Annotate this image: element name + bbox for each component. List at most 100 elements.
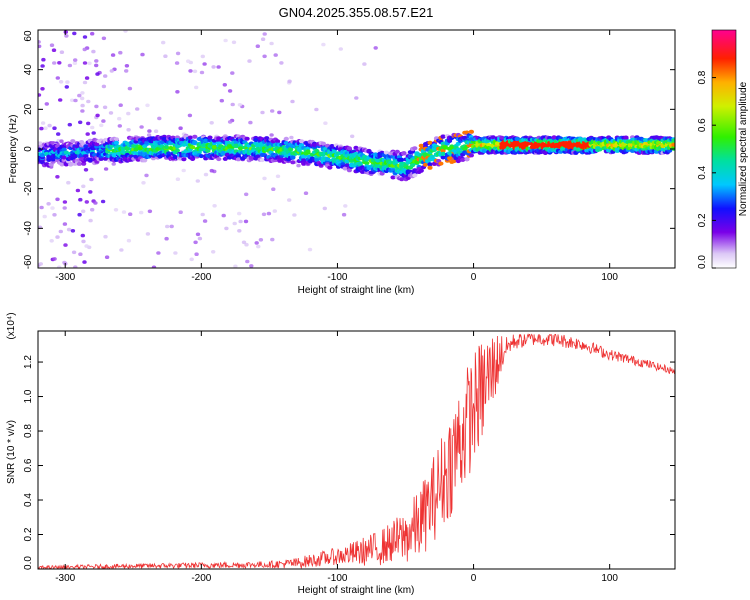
noise-cell <box>57 265 62 268</box>
noise-cell <box>95 72 100 76</box>
noise-cell <box>70 229 76 233</box>
noise-cell <box>104 255 110 259</box>
noise-cell <box>287 79 292 84</box>
noise-cell <box>247 59 252 63</box>
band-cell <box>235 157 241 162</box>
y-tick-label: -60 <box>23 254 34 269</box>
noise-cell <box>82 260 87 264</box>
band-cell <box>427 162 433 167</box>
noise-cell <box>85 132 90 136</box>
x-tick-label: -200 <box>191 573 211 584</box>
noise-cell <box>67 122 73 127</box>
band-cell <box>235 154 241 159</box>
noise-cell <box>153 129 159 133</box>
noise-cell <box>187 113 193 118</box>
noise-cell <box>63 243 68 247</box>
noise-cell <box>77 93 82 98</box>
band-cell <box>423 162 429 167</box>
noise-cell <box>84 76 90 80</box>
noise-cell <box>260 110 265 115</box>
snr-y-ticks: 0.0 0.2 0.4 0.6 0.8 1.0 1.2 <box>23 355 675 570</box>
noise-cell <box>52 257 57 261</box>
noise-cell <box>55 235 60 239</box>
noise-cell <box>99 123 104 128</box>
band-cell <box>346 146 352 151</box>
noise-cell <box>209 168 214 173</box>
band-cell <box>464 157 470 162</box>
noise-cell <box>175 90 180 94</box>
noise-cell <box>62 206 67 210</box>
noise-cell <box>141 181 146 185</box>
noise-cell <box>72 61 78 65</box>
noise-cell <box>58 98 63 102</box>
band-cell <box>401 151 407 156</box>
band-cell <box>253 138 259 143</box>
noise-cell <box>163 54 168 58</box>
band-cell <box>486 143 492 147</box>
band-cell <box>364 161 370 166</box>
y-tick-label: 0.6 <box>23 458 34 472</box>
band-cell <box>494 141 501 146</box>
noise-cell <box>59 50 65 54</box>
band-cell <box>468 129 474 134</box>
band-cell <box>222 156 228 161</box>
noise-cell <box>197 236 203 241</box>
noise-cell <box>86 121 91 126</box>
band-cell <box>211 145 217 149</box>
noise-cell <box>47 123 52 128</box>
band-cell <box>59 162 65 167</box>
band-cell <box>394 149 400 154</box>
noise-cell <box>262 54 267 59</box>
noise-cell <box>178 210 183 214</box>
noise-cell <box>78 252 83 256</box>
band-cell <box>399 157 405 162</box>
band-cell <box>342 166 348 171</box>
band-cell <box>142 158 148 163</box>
band-cell <box>331 149 337 154</box>
noise-cell <box>343 204 348 208</box>
noise-cell <box>140 52 145 57</box>
y-tick-label: 0.0 <box>23 556 34 570</box>
colorbar: 0.0 0.2 0.4 0.6 0.8 Normalized spectral ampl… <box>697 29 749 269</box>
noise-cell <box>58 229 63 234</box>
noise-cell <box>256 244 261 249</box>
band-cell <box>70 139 76 144</box>
noise-cell <box>270 237 275 242</box>
noise-cell <box>88 190 93 194</box>
band-cell <box>111 152 117 157</box>
noise-cell <box>108 111 114 115</box>
noise-cell <box>38 93 42 97</box>
noise-cell <box>303 191 309 195</box>
noise-cell <box>244 192 249 197</box>
noise-cell <box>126 238 132 243</box>
band-cell <box>233 140 239 145</box>
noise-cell <box>52 213 57 217</box>
noise-cell <box>146 133 152 137</box>
noise-cell <box>80 233 86 238</box>
noise-cell <box>57 61 62 65</box>
colorbar-tick-label: 0.0 <box>697 255 708 269</box>
band-cell <box>305 149 311 154</box>
noise-cell <box>237 103 243 107</box>
band-cell <box>499 135 505 140</box>
band-cell <box>46 157 52 162</box>
colorbar-ticks: 0.0 0.2 0.4 0.6 0.8 <box>697 70 716 269</box>
band-cell <box>442 145 448 150</box>
noise-cell <box>49 43 55 47</box>
band-cell <box>220 150 226 155</box>
noise-cell <box>91 131 96 135</box>
noise-cell <box>139 125 144 129</box>
noise-cell <box>128 212 133 216</box>
x-tick-label: 0 <box>471 573 477 584</box>
noise-cell <box>230 102 235 107</box>
noise-cell <box>186 59 191 63</box>
noise-cell <box>192 69 198 74</box>
noise-cell <box>216 65 221 69</box>
snr-y-label: SNR (10 * v/v) <box>6 420 17 484</box>
noise-cell <box>50 206 55 210</box>
x-tick-label: -200 <box>191 272 211 283</box>
noise-cell <box>230 71 235 75</box>
noise-cell <box>211 65 216 69</box>
noise-cell <box>71 250 77 255</box>
